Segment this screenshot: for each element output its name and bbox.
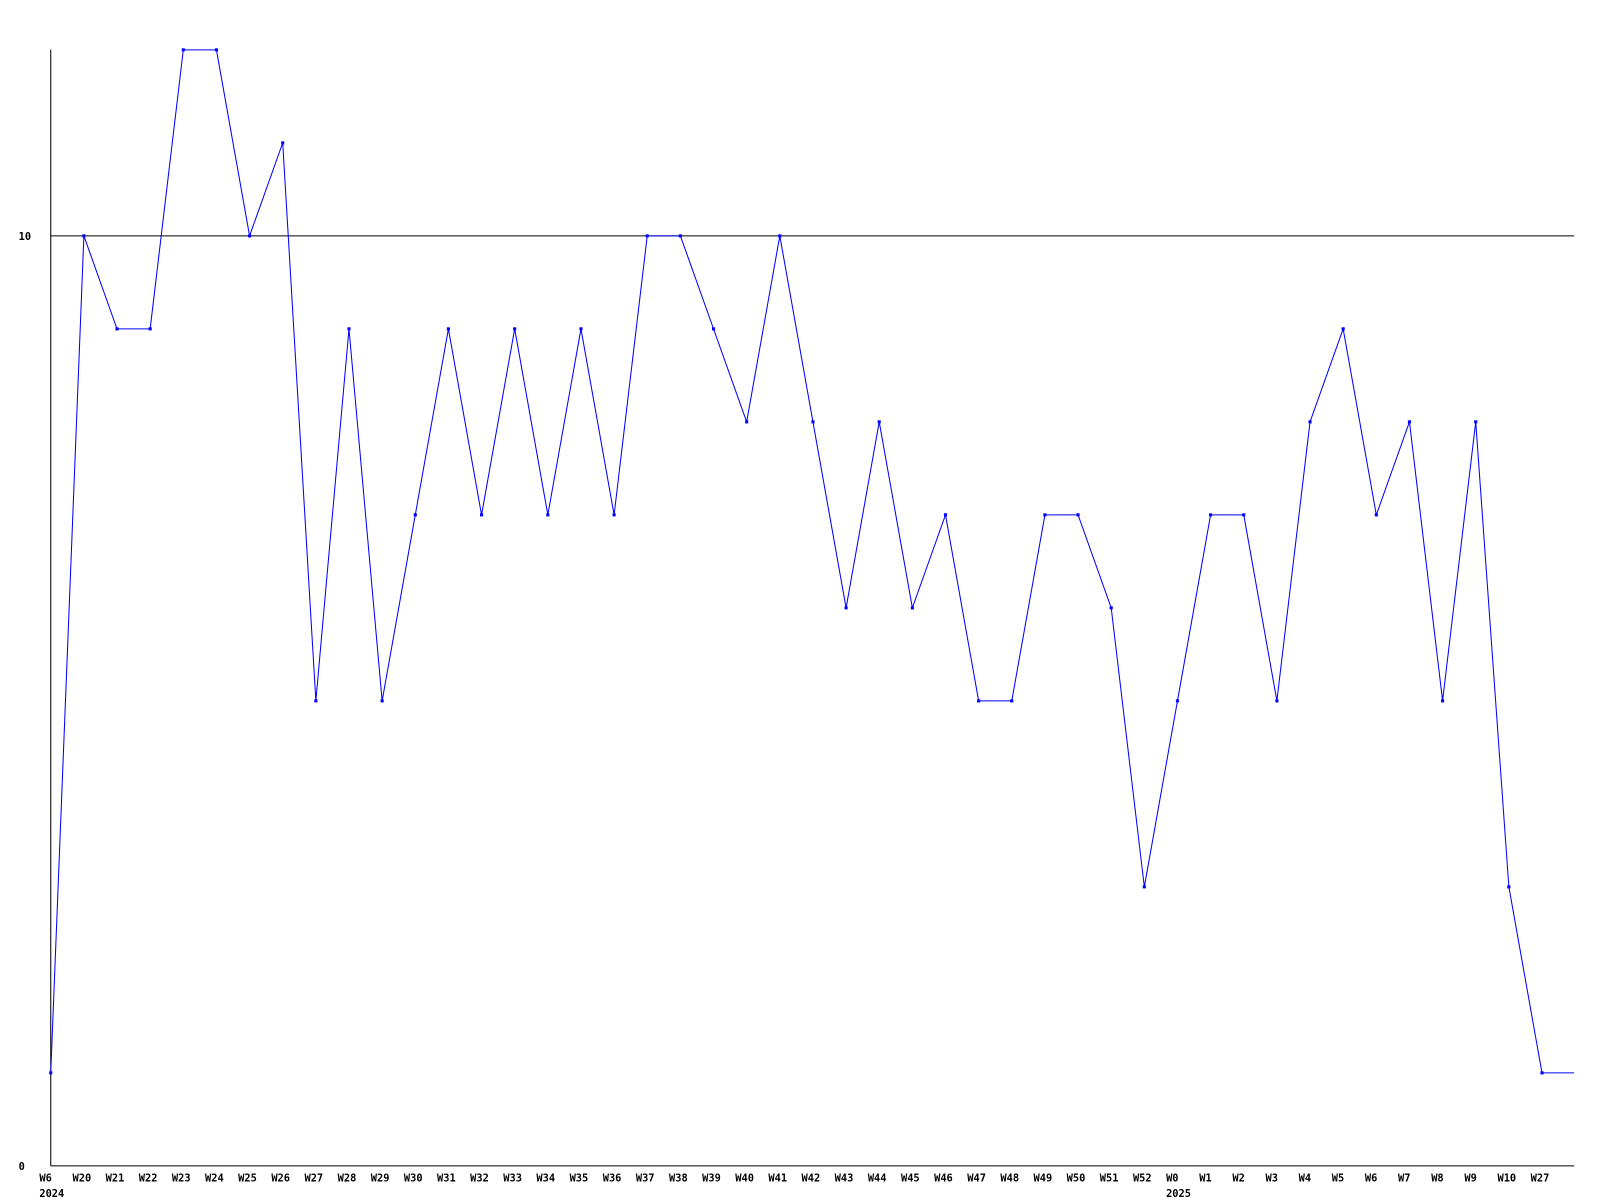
x-tick-label: W47 — [967, 1172, 986, 1184]
x-tick-label: W5 — [1332, 1172, 1344, 1184]
x-tick-label: W41 — [768, 1172, 787, 1184]
data-point — [480, 513, 484, 517]
x-tick-label: W1 — [1199, 1172, 1211, 1184]
x-tick-label: W31 — [437, 1172, 456, 1184]
data-point — [214, 48, 218, 52]
x-tick-label: W29 — [371, 1172, 390, 1184]
x-tick-label: W37 — [636, 1172, 655, 1184]
x-tick-label: W22 — [139, 1172, 158, 1184]
data-point — [1407, 420, 1412, 424]
data-point — [844, 606, 848, 610]
data-point — [745, 420, 749, 424]
x-tick-label: W6 — [39, 1172, 51, 1184]
data-point — [678, 234, 682, 238]
data-point — [1308, 420, 1312, 424]
data-point — [1209, 513, 1213, 517]
x-tick-label: W42 — [802, 1172, 821, 1184]
year-label: 2025 — [1166, 1188, 1191, 1200]
data-point — [446, 327, 450, 331]
data-point — [380, 699, 384, 703]
data-point — [413, 513, 417, 517]
x-tick-label: W23 — [172, 1172, 191, 1184]
data-point — [1474, 420, 1478, 424]
data-point — [1441, 699, 1445, 703]
x-tick-label: W2 — [1232, 1172, 1244, 1184]
data-point — [546, 513, 550, 517]
data-point — [1540, 1071, 1544, 1075]
x-tick-label: W36 — [603, 1172, 622, 1184]
data-point — [248, 234, 252, 238]
x-tick-label: W34 — [536, 1172, 555, 1184]
data-point — [1142, 885, 1146, 889]
x-tick-label: W10 — [1497, 1172, 1516, 1184]
data-point — [910, 606, 914, 610]
data-point — [645, 234, 649, 238]
x-tick-label: W4 — [1299, 1172, 1311, 1184]
x-tick-label: W3 — [1266, 1172, 1278, 1184]
x-tick-label: W21 — [106, 1172, 125, 1184]
x-tick-label: W26 — [271, 1172, 290, 1184]
data-point — [1076, 513, 1080, 517]
x-tick-label: W30 — [404, 1172, 423, 1184]
data-point — [1109, 606, 1113, 610]
x-tick-label: W27 — [304, 1172, 323, 1184]
x-tick-label: W49 — [1034, 1172, 1053, 1184]
x-tick-label: W24 — [205, 1172, 224, 1184]
x-tick-label: W38 — [669, 1172, 688, 1184]
data-point — [82, 234, 86, 238]
data-point — [943, 513, 948, 517]
data-point — [115, 327, 119, 331]
data-point — [1374, 513, 1378, 517]
data-point — [1242, 513, 1246, 517]
data-point — [778, 234, 782, 238]
data-point — [1507, 885, 1511, 889]
x-tick-label: W35 — [570, 1172, 589, 1184]
y-tick-label-0: 0 — [19, 1161, 25, 1173]
data-point — [1043, 513, 1047, 517]
x-tick-label: W25 — [238, 1172, 257, 1184]
x-tick-label: W9 — [1464, 1172, 1476, 1184]
data-point — [811, 420, 815, 424]
data-point — [711, 327, 716, 331]
y-tick-label-10: 10 — [19, 231, 31, 243]
data-point — [49, 1071, 53, 1075]
data-point — [877, 420, 881, 424]
data-point — [1275, 699, 1279, 703]
data-point — [1341, 327, 1345, 331]
x-tick-label: W45 — [901, 1172, 920, 1184]
data-point — [314, 699, 318, 703]
data-point — [281, 141, 285, 145]
x-tick-label: W32 — [470, 1172, 489, 1184]
x-tick-label: W6 — [1365, 1172, 1377, 1184]
data-point — [148, 327, 152, 331]
x-tick-label: W48 — [1000, 1172, 1019, 1184]
x-tick-label: W46 — [934, 1172, 953, 1184]
x-tick-label: W39 — [702, 1172, 721, 1184]
data-point — [612, 513, 616, 517]
x-tick-label: W40 — [735, 1172, 754, 1184]
series-line — [50, 49, 1575, 1074]
x-tick-label: W44 — [868, 1172, 887, 1184]
x-tick-label: W8 — [1431, 1172, 1443, 1184]
x-tick-label: W7 — [1398, 1172, 1410, 1184]
data-point — [1010, 699, 1014, 703]
x-tick-label: W52 — [1133, 1172, 1152, 1184]
data-point — [977, 699, 981, 703]
x-tick-label: W20 — [72, 1172, 91, 1184]
x-tick-label: W0 — [1166, 1172, 1178, 1184]
x-tick-label: W51 — [1100, 1172, 1119, 1184]
data-point — [1175, 699, 1180, 703]
data-point — [513, 327, 517, 331]
year-label: 2024 — [39, 1188, 64, 1200]
x-tick-label: W50 — [1067, 1172, 1086, 1184]
x-tick-label: W43 — [835, 1172, 854, 1184]
data-point — [181, 48, 185, 52]
x-tick-label: W27 — [1531, 1172, 1550, 1184]
x-tick-label: W33 — [503, 1172, 522, 1184]
x-tick-label: W28 — [338, 1172, 357, 1184]
data-point — [347, 327, 351, 331]
data-point — [579, 327, 583, 331]
